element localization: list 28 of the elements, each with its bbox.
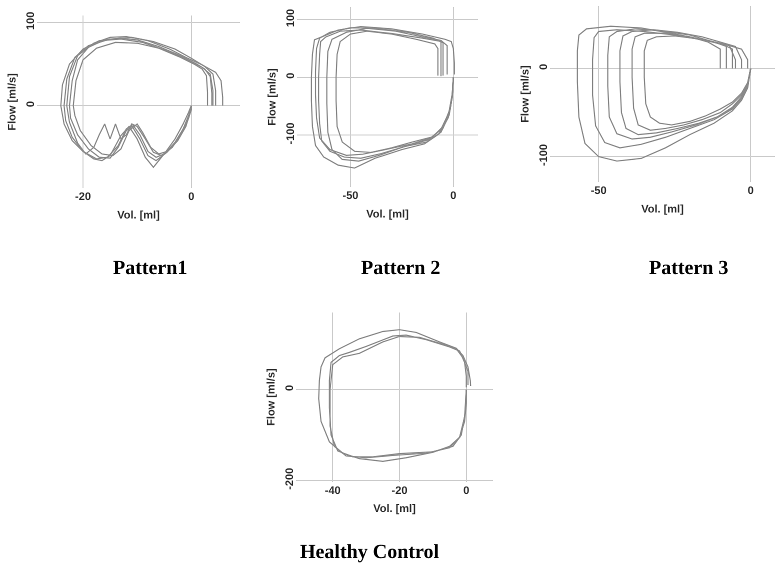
x-axis-title: Vol. [ml] — [366, 208, 410, 220]
y-tick-label: -100 — [284, 122, 297, 144]
y-axis-title: Flow [ml/s] — [265, 368, 278, 426]
x-tick-label: -40 — [324, 484, 341, 497]
y-axis-title: Flow [ml/s] — [266, 68, 278, 126]
y-axis-title: Flow [ml/s] — [6, 72, 18, 131]
text: Pattern 3 — [649, 257, 728, 279]
x-axis-title: Vol. [ml] — [641, 203, 684, 216]
x-tick-label: 0 — [188, 191, 194, 204]
text: Pattern 2 — [361, 257, 440, 279]
x-tick-label: 0 — [450, 190, 456, 202]
x-tick-label: 0 — [748, 185, 754, 198]
x-tick-label: -50 — [590, 185, 607, 198]
y-tick-label: -100 — [538, 144, 550, 166]
y-axis-title: Flow [ml/s] — [519, 65, 532, 123]
text: Healthy Control — [300, 541, 440, 563]
y-tick-label: 100 — [284, 8, 297, 28]
x-axis-title: Vol. [ml] — [373, 503, 416, 515]
x-tick-label: 0 — [463, 484, 470, 497]
x-axis-title: Vol. [ml] — [117, 209, 160, 222]
x-tick-label: -50 — [342, 190, 358, 202]
text: Pattern1 — [113, 257, 188, 279]
x-tick-label: -20 — [75, 191, 91, 204]
x-tick-label: -20 — [392, 484, 408, 497]
y-tick-label: 100 — [24, 12, 37, 30]
y-tick-label: 0 — [284, 72, 297, 79]
y-tick-label: 0 — [284, 384, 296, 392]
y-tick-label: -200 — [284, 468, 296, 490]
